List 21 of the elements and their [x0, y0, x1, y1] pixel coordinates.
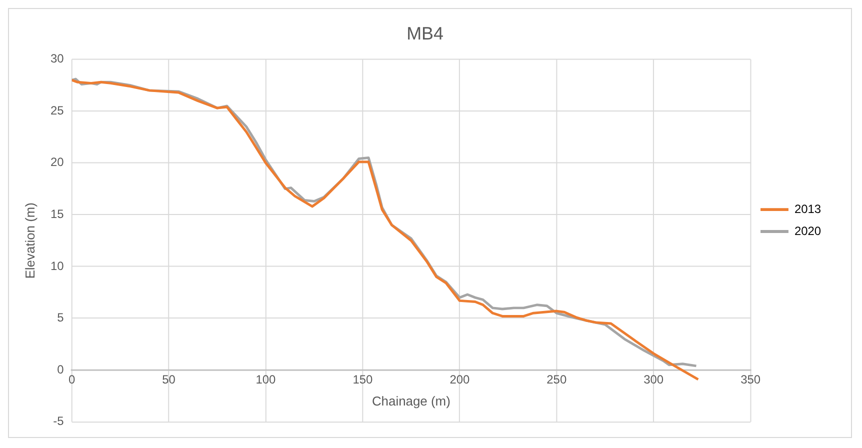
- x-tick-label: 100: [256, 372, 276, 387]
- x-tick-label: 250: [546, 372, 567, 387]
- y-tick-label: 5: [57, 310, 64, 325]
- y-tick-label: 0: [57, 362, 64, 376]
- y-tick-label: 20: [50, 155, 64, 170]
- y-tick-label: -5: [53, 414, 64, 428]
- x-tick-label: 300: [644, 372, 664, 387]
- x-axis-title: Chainage (m): [372, 394, 450, 409]
- y-axis-title: Elevation (m): [22, 202, 38, 279]
- y-tick-label: 10: [50, 258, 64, 273]
- chart-title: MB4: [406, 24, 444, 44]
- x-tick-label: 50: [162, 372, 176, 387]
- x-tick-label: 0: [68, 372, 76, 387]
- legend-label: 2020: [794, 224, 822, 238]
- x-tick-label: 150: [352, 372, 374, 387]
- legend-label: 2013: [794, 202, 822, 216]
- x-tick-label: 200: [450, 372, 470, 387]
- y-tick-label: 25: [50, 103, 64, 118]
- y-tick-label: 30: [50, 52, 64, 66]
- x-tick-label: 350: [740, 372, 761, 387]
- y-tick-label: 15: [50, 207, 64, 222]
